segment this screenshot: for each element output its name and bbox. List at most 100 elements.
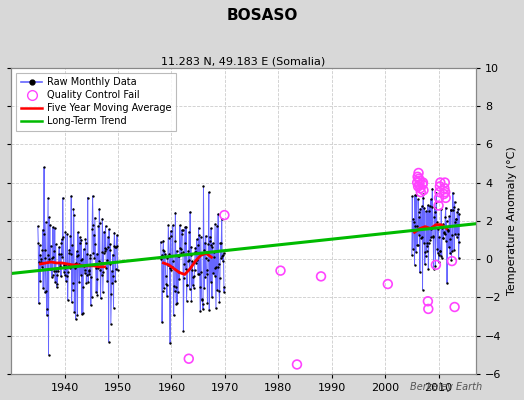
Point <box>49 224 57 230</box>
Point <box>102 246 110 252</box>
Point <box>173 252 182 259</box>
Point <box>81 236 90 242</box>
Point <box>95 258 103 264</box>
Point <box>80 246 88 253</box>
Point <box>107 291 115 297</box>
Point <box>181 224 189 230</box>
Point <box>61 272 69 279</box>
Point <box>216 254 225 261</box>
Point <box>157 256 166 262</box>
Point <box>195 271 203 277</box>
Point <box>53 264 62 271</box>
Point <box>56 263 64 269</box>
Point <box>203 300 212 306</box>
Point <box>413 242 422 248</box>
Point <box>436 179 444 186</box>
Point <box>75 279 83 286</box>
Point <box>441 179 449 186</box>
Point <box>416 206 424 212</box>
Point <box>77 256 85 263</box>
Point <box>455 210 464 217</box>
Point <box>415 181 423 188</box>
Point <box>43 306 51 312</box>
Point <box>217 215 226 222</box>
Point <box>197 269 205 276</box>
Point <box>444 228 453 234</box>
Point <box>37 259 46 265</box>
Point <box>185 286 194 292</box>
Point <box>193 236 201 242</box>
Point <box>417 235 425 242</box>
Point <box>64 262 73 268</box>
Point <box>41 219 50 226</box>
Point <box>422 247 431 254</box>
Point <box>173 299 181 306</box>
Point <box>415 176 423 182</box>
Point <box>445 236 454 242</box>
Point <box>436 248 444 254</box>
Point <box>74 252 83 259</box>
Point <box>202 233 210 239</box>
Point <box>438 225 446 231</box>
Point <box>212 264 221 270</box>
Point <box>160 248 169 255</box>
Point <box>443 280 451 286</box>
Point <box>211 272 219 279</box>
Point <box>184 258 192 264</box>
Point <box>441 231 449 237</box>
Point <box>177 250 185 256</box>
Point <box>39 285 47 291</box>
Point <box>435 195 443 201</box>
Point <box>110 305 118 311</box>
Point <box>42 312 51 318</box>
Point <box>418 181 427 188</box>
Point <box>100 250 108 256</box>
Point <box>424 266 432 272</box>
Point <box>216 240 225 246</box>
Point <box>110 242 118 249</box>
Point <box>82 240 90 246</box>
Point <box>217 240 225 246</box>
Point <box>214 260 223 267</box>
Point <box>162 282 171 288</box>
Point <box>97 272 106 278</box>
Point <box>71 316 80 322</box>
Point <box>49 254 58 260</box>
Point <box>95 220 104 226</box>
Point <box>200 247 208 253</box>
Point <box>162 280 170 287</box>
Point <box>384 281 392 287</box>
Point <box>418 203 427 209</box>
Point <box>214 211 222 217</box>
Point <box>432 199 440 206</box>
Point <box>40 247 49 253</box>
Point <box>414 196 422 202</box>
Point <box>178 227 186 233</box>
Point <box>411 192 419 198</box>
Point <box>112 266 120 272</box>
Point <box>187 244 195 250</box>
Point <box>157 239 165 245</box>
Point <box>443 226 452 232</box>
Point <box>36 242 44 248</box>
Point <box>106 241 115 248</box>
Point <box>431 209 439 215</box>
Point <box>77 237 85 243</box>
Point <box>410 262 419 268</box>
Point <box>411 222 420 229</box>
Point <box>440 185 449 192</box>
Point <box>104 339 113 345</box>
Point <box>435 234 444 240</box>
Point <box>45 352 53 358</box>
Point <box>48 255 56 262</box>
Point <box>101 245 109 252</box>
Point <box>105 226 113 232</box>
Point <box>176 222 184 229</box>
Point <box>57 273 65 280</box>
Point <box>38 264 46 270</box>
Point <box>439 221 447 227</box>
Point <box>103 257 111 264</box>
Point <box>184 257 193 263</box>
Point <box>210 248 218 255</box>
Point <box>99 269 107 276</box>
